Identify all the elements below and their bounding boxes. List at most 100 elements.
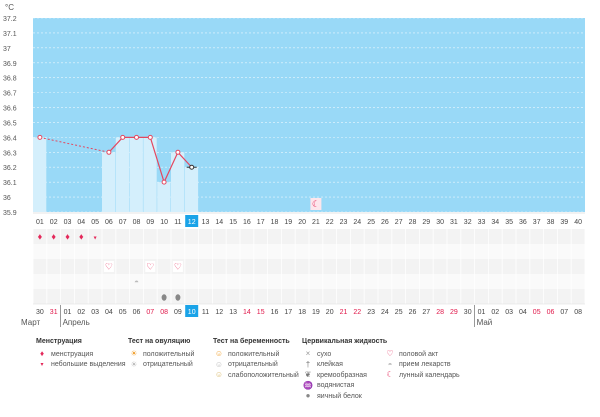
current-day-highlight [185, 215, 199, 227]
cycle-day-label: 07 [119, 219, 127, 226]
y-tick-label: 36.6 [3, 106, 17, 113]
date-label: 13 [229, 309, 237, 316]
legend-cervical-watery: водянистая [317, 382, 355, 390]
temperature-bar [33, 137, 47, 212]
cycle-day-label: 35 [505, 219, 513, 226]
legend-other: ♡ половой акт ◓ прием лекарств ☾ лунный кал… [384, 349, 460, 381]
y-tick-label: 36 [3, 195, 11, 202]
date-label: 04 [105, 309, 113, 316]
cycle-day-label: 06 [105, 219, 113, 226]
legend-spotting-label: небольшие выделения [51, 361, 126, 369]
heart-icon: ♡ [386, 349, 394, 359]
heart-icon: ♡ [105, 262, 113, 272]
heart-icon: ♡ [146, 262, 154, 272]
pill-icon: ◓ [387, 359, 393, 369]
legend-cervical-eggwhite: яичный белок [317, 392, 362, 400]
drop-icon: ♦ [79, 232, 84, 242]
y-axis-unit: °C [5, 3, 14, 12]
date-label: 10 [188, 309, 196, 316]
cycle-day-label: 04 [77, 219, 85, 226]
legend-menstruation: Менструация ♦ менструация ▾ небольшие выде… [36, 338, 126, 370]
date-label: 21 [340, 309, 348, 316]
date-label: 15 [257, 309, 265, 316]
legend-menstruation-title: Менструация [36, 338, 82, 345]
cycle-day-label: 38 [547, 219, 555, 226]
cycle-day-label: 12 [188, 219, 196, 226]
drop-icon: ♦ [38, 232, 43, 242]
y-tick-label: 37.1 [3, 31, 17, 38]
y-tick-label: 37 [3, 46, 11, 53]
legend-intercourse: половой акт [399, 350, 439, 358]
cycle-day-label: 02 [50, 219, 58, 226]
egg-white-icon [161, 294, 167, 301]
cycle-day-label: 25 [367, 219, 375, 226]
legend-lunar: лунный календарь [399, 371, 460, 379]
temperature-point [37, 134, 43, 140]
heart-icon: ♡ [174, 262, 182, 272]
cycle-day-label: 27 [395, 219, 403, 226]
cycle-day-label: 40 [574, 219, 582, 226]
date-label: 27 [422, 309, 430, 316]
pill-icon: ◓ [134, 278, 139, 287]
temperature-point [106, 149, 112, 155]
smile-icon: ☺ [214, 349, 224, 359]
legend-cervical-title: Цервикальная жидкость [302, 338, 388, 345]
y-tick-label: 36.9 [3, 61, 17, 68]
legend-pregnancy-title: Тест на беременность [213, 338, 290, 345]
bbt-chart: 35.9 36 36.1 36.2 36.3 36.4 36.5 36.6 36.7 36.8 36… [3, 3, 586, 317]
lunar-marker-bg [310, 198, 322, 210]
drop-icon: ♦ [65, 232, 70, 242]
date-label: 28 [436, 309, 444, 316]
date-label: 09 [174, 309, 182, 316]
date-label: 08 [574, 309, 582, 316]
date-label: 01 [64, 309, 72, 316]
temperature-bar [129, 137, 143, 212]
intercourse-cell [172, 261, 183, 272]
cycle-day-label: 30 [436, 219, 444, 226]
date-label: 20 [326, 309, 334, 316]
legend-ovulation-title: Тест на овуляцию [128, 338, 191, 345]
month-label: Май [476, 318, 493, 327]
date-label: 29 [450, 309, 458, 316]
y-tick-label: 36.4 [3, 135, 17, 142]
cycle-day-label: 18 [271, 219, 279, 226]
intercourse-cell [145, 261, 156, 272]
temperature-bar [171, 152, 185, 212]
month-label: Апрель [62, 318, 90, 327]
date-label: 03 [91, 309, 99, 316]
y-tick-label: 36.2 [3, 165, 17, 172]
date-label: 25 [395, 309, 403, 316]
cycle-day-label: 09 [146, 219, 154, 226]
cycle-day-label: 08 [133, 219, 141, 226]
date-label: 14 [243, 309, 251, 316]
cycle-day-label: 36 [519, 219, 527, 226]
month-separator [59, 305, 61, 327]
date-label: 07 [146, 309, 154, 316]
cycle-day-label: 23 [340, 219, 348, 226]
legend-pregnancy: Тест на беременность ☺ положительный ☺ отр… [213, 338, 299, 381]
creamy-icon: ❦ [304, 370, 312, 380]
cycle-day-label: 11 [174, 219, 181, 226]
y-tick-label: 37.2 [3, 16, 17, 23]
cycle-day-label: 21 [312, 219, 320, 226]
cycle-day-label: 26 [381, 219, 389, 226]
date-label: 18 [298, 309, 306, 316]
cycle-day-label: 17 [257, 219, 265, 226]
date-label: 05 [119, 309, 127, 316]
y-tick-label: 36.8 [3, 76, 17, 83]
cycle-day-label: 19 [284, 219, 292, 226]
cycle-day-label: 01 [36, 219, 44, 226]
legend-ovulation-positive: положительный [143, 350, 195, 358]
legend-cervical-dry: сухо [317, 350, 332, 358]
legend-cervical: Цервикальная жидкость × сухо † клейкая ❦ кр… [302, 338, 387, 402]
temperature-bar [184, 167, 199, 212]
legend-menstruation-label: менструация [51, 350, 94, 358]
date-label: 23 [367, 309, 375, 316]
date-label: 07 [560, 309, 568, 316]
temperature-point [147, 134, 153, 140]
temperature-point [161, 179, 167, 185]
cycle-day-label: 31 [450, 219, 458, 226]
legend-ovulation-negative: отрицательный [143, 361, 193, 369]
temperature-point [134, 134, 139, 140]
cycle-day-label: 28 [409, 219, 417, 226]
